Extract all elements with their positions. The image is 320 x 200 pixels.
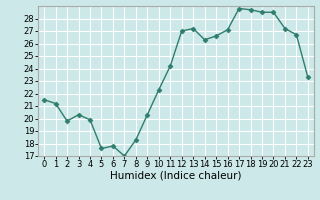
X-axis label: Humidex (Indice chaleur): Humidex (Indice chaleur) — [110, 171, 242, 181]
